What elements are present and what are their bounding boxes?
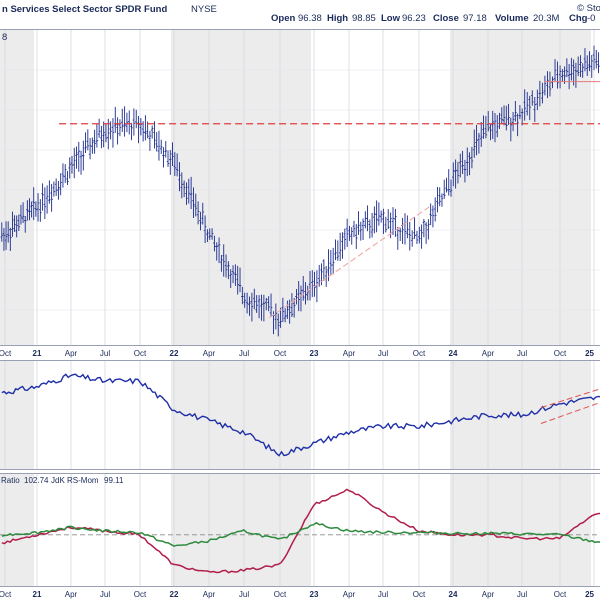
shade-band: [450, 30, 591, 345]
rising-trend-line: [268, 206, 430, 319]
channel-line-lower: [540, 402, 600, 424]
rs-line-series: [1, 373, 600, 457]
price-panel: [0, 45, 600, 337]
high-value: 98.85: [352, 13, 376, 24]
open-label: Open: [271, 13, 295, 24]
x-tick-label: Oct: [554, 590, 567, 599]
x-tick-label: Apr: [343, 349, 356, 358]
x-tick-label: Jul: [100, 349, 110, 358]
high-label: High: [327, 13, 348, 24]
x-tick-label: Jul: [517, 590, 527, 599]
x-tick-label: Oct: [554, 349, 567, 358]
x-tick-label: Jul: [378, 349, 388, 358]
x-tick-label: Apr: [482, 590, 495, 599]
volume-value: 20.3M: [533, 13, 559, 24]
x-tick-label: 22: [170, 349, 179, 358]
x-tick-label: Jul: [378, 590, 388, 599]
x-tick-label: Apr: [203, 590, 216, 599]
x-tick-label: Apr: [343, 590, 356, 599]
x-axis-price: Oct 21 Apr Jul Oct 22 Apr Jul Oct 23 Apr Jul Oct 24 Ap…: [0, 349, 595, 358]
rrg-panel: [0, 488, 600, 574]
x-tick-label: Oct: [274, 590, 287, 599]
x-tick-label: Jul: [239, 349, 249, 358]
close-value: 97.18: [463, 13, 487, 24]
x-tick-label: Apr: [203, 349, 216, 358]
shade-band: [0, 474, 34, 586]
channel-line-upper: [540, 388, 600, 409]
x-tick-label: Oct: [134, 349, 147, 358]
x-tick-label: 23: [310, 590, 319, 599]
x-tick-label: 21: [33, 590, 42, 599]
indicator-legend: Ratio 102.74 JdK RS-Mom 99.11: [1, 476, 124, 485]
x-tick-label: 23: [310, 349, 319, 358]
mom-value: 99.11: [104, 476, 124, 485]
shade-band: [0, 361, 34, 469]
x-tick-label: 24: [449, 349, 458, 358]
fund-title: n Services Select Sector SPDR Fund: [2, 4, 167, 15]
x-tick-label: Jul: [239, 590, 249, 599]
x-tick-label: Oct: [134, 590, 147, 599]
x-tick-label: 25: [585, 349, 594, 358]
x-tick-label: Apr: [65, 349, 78, 358]
x-tick-label: Jul: [517, 349, 527, 358]
x-tick-label: Oct: [413, 349, 426, 358]
rs-momentum-series: [1, 521, 600, 547]
close-label: Close: [433, 13, 459, 24]
x-axis-bottom: Oct 21 Apr Jul Oct 22 Apr Jul Oct 23 Apr Jul Oct 24 Ap…: [0, 590, 595, 599]
volume-label: Volume: [495, 13, 529, 24]
mom-label: JdK RS-Mom: [51, 476, 99, 485]
open-value: 96.38: [298, 13, 322, 24]
corner-value: 8: [2, 32, 7, 43]
year-shading: [0, 30, 591, 586]
shade-band: [0, 30, 34, 345]
x-tick-label: 24: [449, 590, 458, 599]
x-tick-label: Oct: [413, 590, 426, 599]
x-tick-label: Jul: [100, 590, 110, 599]
low-label: Low: [381, 13, 401, 24]
x-tick-label: 25: [585, 590, 594, 599]
rs-line-panel: [1, 373, 600, 457]
x-tick-label: Apr: [482, 349, 495, 358]
exchange-label: NYSE: [191, 4, 217, 15]
shade-band: [450, 474, 591, 586]
x-tick-label: 21: [33, 349, 42, 358]
chg-value: -0: [587, 13, 595, 24]
watermark: © Sto: [577, 3, 600, 14]
chart-header: n Services Select Sector SPDR Fund NYSE …: [2, 3, 600, 43]
ratio-label: Ratio: [1, 476, 20, 485]
gridlines: [0, 30, 600, 586]
x-tick-label: Oct: [0, 349, 12, 358]
ratio-value: 102.74: [24, 476, 49, 485]
x-tick-label: Apr: [65, 590, 78, 599]
shade-band: [171, 474, 311, 586]
price-bars: [0, 45, 600, 337]
x-tick-label: Oct: [274, 349, 287, 358]
x-tick-label: 22: [170, 590, 179, 599]
low-value: 96.23: [402, 13, 426, 24]
chg-label: Chg: [569, 13, 588, 24]
shade-band: [171, 30, 311, 345]
x-tick-label: Oct: [0, 590, 12, 599]
